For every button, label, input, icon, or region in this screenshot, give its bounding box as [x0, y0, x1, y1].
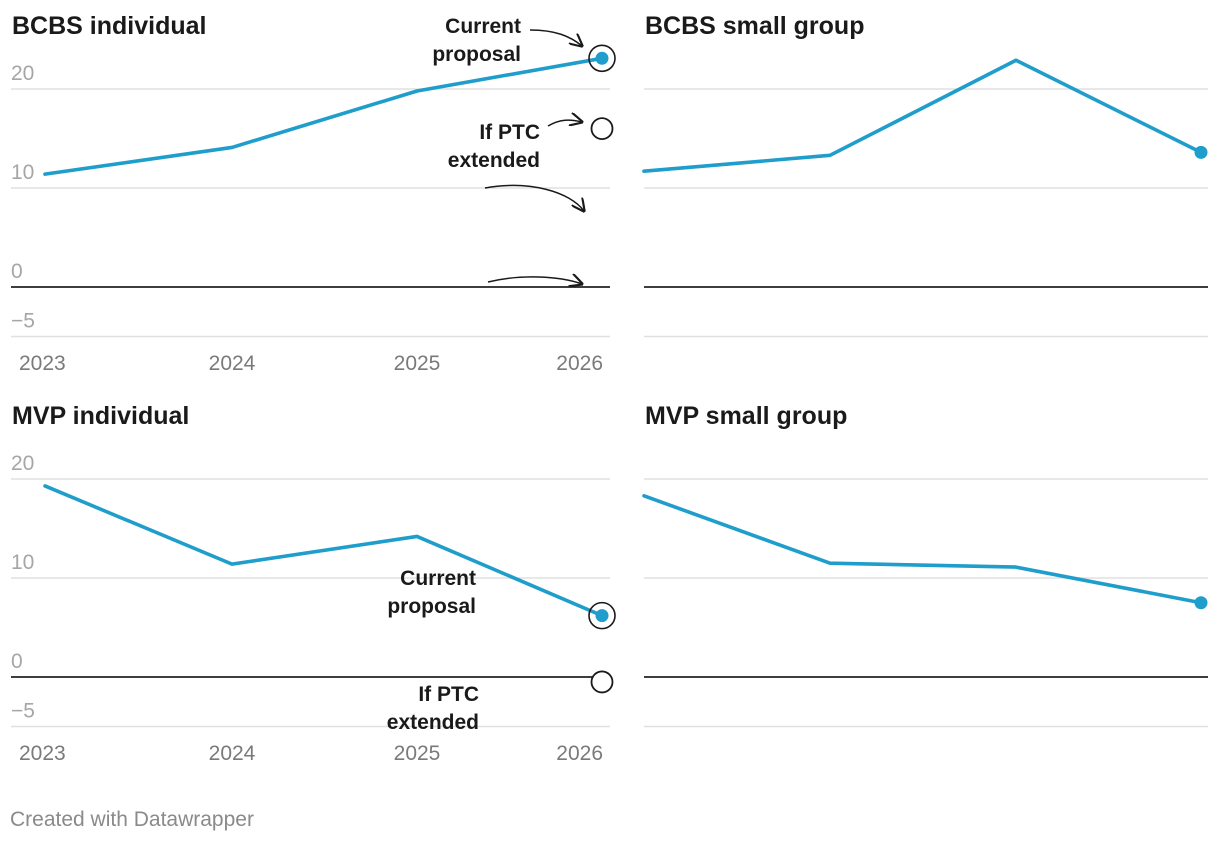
endpoint-dot: [595, 51, 609, 65]
x-tick-label: 2026: [556, 352, 603, 375]
x-tick-label: 2026: [556, 742, 603, 765]
chart-panel-4: MVP small group: [642, 402, 1208, 728]
panel-title: MVP individual: [12, 402, 189, 430]
endpoint-dot: [1194, 596, 1208, 610]
annotation-current-line1: Current: [445, 15, 521, 38]
series-line: [642, 494, 1203, 605]
current-proposal-ring: [588, 44, 616, 73]
x-tick-label: 2025: [394, 742, 441, 765]
endpoint-dot: [1194, 145, 1208, 159]
annotation-arrow: [547, 120, 582, 126]
ptc-extended-marker: [590, 670, 614, 694]
series-line: [43, 484, 604, 618]
x-tick-label: 2025: [394, 352, 441, 375]
annotation-current-line2: proposal: [432, 43, 521, 66]
y-tick-label: 10: [11, 161, 34, 184]
y-tick-label: −5: [11, 310, 35, 333]
y-tick-label: −5: [11, 700, 35, 723]
annotation-ptc-line1: If PTC: [479, 121, 540, 144]
annotation-current-line1: Current: [400, 567, 476, 590]
annotation-arrow: [484, 184, 584, 211]
x-tick-label: 2023: [19, 742, 66, 765]
panel-title: BCBS small group: [645, 12, 864, 40]
ptc-extended-marker: [590, 117, 614, 141]
annotation-current-line2: proposal: [387, 595, 476, 618]
chart-panel-1: BCBS individual 20 10 0 −5 2023 2024 2025 2026 Cu…: [11, 12, 616, 375]
panel-title: MVP small group: [645, 402, 847, 430]
y-tick-label: 20: [11, 62, 34, 85]
y-tick-label: 0: [11, 260, 23, 283]
x-tick-label: 2024: [209, 742, 256, 765]
y-tick-label: 0: [11, 650, 23, 673]
datawrapper-credit: Created with Datawrapper: [10, 808, 254, 831]
panel-title: BCBS individual: [12, 12, 206, 40]
series-line: [642, 58, 1203, 173]
x-tick-label: 2023: [19, 352, 66, 375]
x-tick-label: 2024: [209, 352, 256, 375]
chart-panel-2: BCBS small group: [642, 12, 1208, 338]
annotation-ptc-line2: extended: [448, 149, 540, 172]
y-tick-label: 10: [11, 551, 34, 574]
annotation-arrow: [487, 277, 582, 284]
y-tick-label: 20: [11, 452, 34, 475]
annotation-arrow: [529, 29, 582, 46]
chart-panel-3: MVP individual 20 10 0 −5 2023 2024 2025 2026 Cur…: [11, 184, 616, 765]
annotation-ptc-line1: If PTC: [418, 683, 479, 706]
annotation-ptc-line2: extended: [387, 711, 479, 734]
current-proposal-ring: [588, 601, 616, 630]
endpoint-dot: [595, 609, 609, 623]
series-line: [43, 56, 604, 176]
